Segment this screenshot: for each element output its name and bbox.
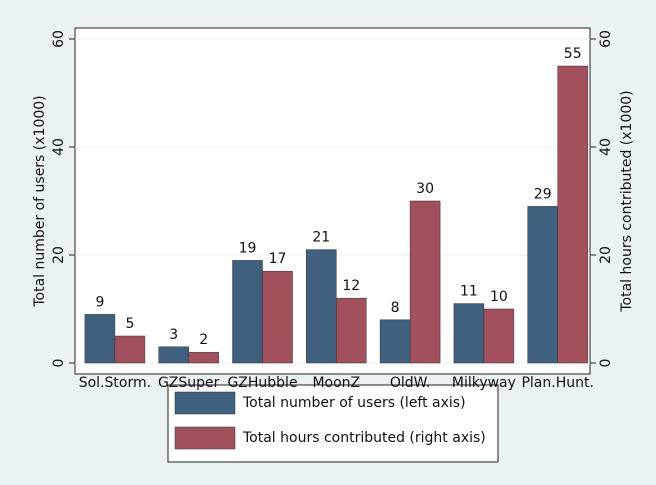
x-tick-label: MoonZ [312,375,360,391]
legend-swatch [174,391,236,415]
bar [188,351,219,364]
data-label: 17 [269,251,287,267]
bar [557,65,588,364]
data-label: 8 [391,300,400,316]
data-label: 19 [239,240,257,256]
bar [379,319,411,364]
bar [453,303,485,364]
bar [84,314,116,364]
y2-tick-label: 0 [598,359,614,368]
data-label: 55 [564,46,582,62]
y2-axis-title: Total hours contributed (x1000) [619,90,635,312]
y-tick-label: 0 [51,359,67,368]
legend-label: Total number of users (left axis) [242,395,466,411]
bar [262,270,293,364]
data-label: 9 [95,294,104,310]
bar [483,308,515,364]
data-label: 12 [342,278,360,294]
data-label: 30 [416,181,434,197]
bar [336,297,367,364]
x-tick-label: Sol.Storm. [79,375,151,391]
x-tick-label: GZHubble [227,375,297,391]
y-tick-label: 60 [51,30,67,48]
data-label: 11 [460,284,478,300]
y2-tick-label: 20 [598,246,614,264]
legend-swatch [174,426,236,450]
y2-tick-label: 60 [598,30,614,48]
y2-tick-label: 40 [598,138,614,156]
bar [527,206,558,364]
x-tick-label: OldW. [390,375,430,391]
data-label: 29 [534,186,552,202]
x-tick-label: Plan.Hunt. [521,375,593,391]
y-axis-title: Total number of users (x1000) [32,95,48,307]
data-label: 3 [169,327,178,343]
bar [232,260,263,364]
data-label: 21 [312,230,330,246]
bar [114,335,146,364]
data-label: 5 [125,316,134,332]
x-tick-label: Milkyway [452,375,516,391]
bar [158,346,189,364]
data-label: 2 [199,332,208,348]
x-tick-label: GZSuper [158,375,220,391]
data-label: 10 [490,289,508,305]
y-tick-label: 20 [51,246,67,264]
bar [409,200,441,364]
y-tick-label: 40 [51,138,67,156]
legend-label: Total hours contributed (right axis) [242,430,486,446]
bar [306,249,337,364]
